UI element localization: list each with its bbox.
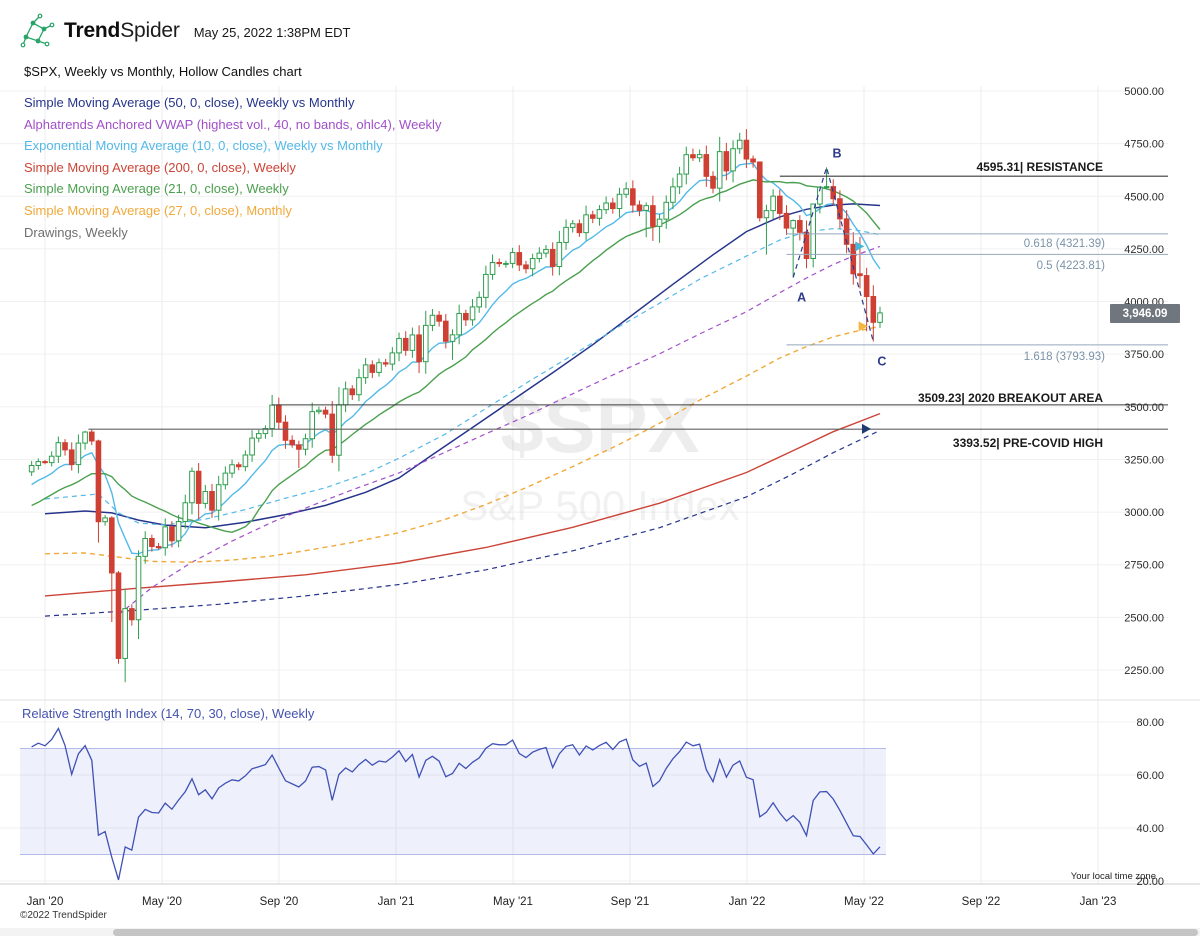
overlay-sma200-weekly xyxy=(44,412,881,597)
grid-layer xyxy=(0,86,1200,885)
price-tick: 5000.00 xyxy=(1124,86,1164,98)
abc-wave-line[interactable] xyxy=(792,165,874,342)
chart-timestamp: May 25, 2022 1:38PM EDT xyxy=(193,25,351,40)
precovid-label[interactable]: 3393.52| PRE-COVID HIGH xyxy=(953,436,1103,450)
precovid-value: 3393.52 xyxy=(952,436,997,450)
scrollbar-thumb[interactable] xyxy=(113,928,1198,936)
x-axis-label: Jan '21 xyxy=(378,896,415,908)
wave-letter-C: C xyxy=(877,354,886,368)
price-tick: 4500.00 xyxy=(1124,191,1164,203)
candles-layer xyxy=(28,129,883,683)
"rsi-line xyxy=(31,727,881,881)
legend-item[interactable]: Exponential Moving Average (10, 0, close… xyxy=(24,138,383,154)
projection-arrow-marker[interactable] xyxy=(855,241,865,252)
brand-light: Spider xyxy=(120,19,180,42)
legend-item[interactable]: Simple Moving Average (200, 0, close), W… xyxy=(24,159,296,175)
x-axis-label: Sep '21 xyxy=(611,896,650,908)
resistance-value: 4595.31 xyxy=(976,160,1020,174)
price-tick: 3250.00 xyxy=(1124,454,1164,466)
brand-bold: Trend xyxy=(64,19,121,42)
rsi-tick: 60.00 xyxy=(1136,770,1164,782)
wave-letter-B: B xyxy=(833,146,842,160)
drawings-layer: A B C xyxy=(88,146,1168,434)
x-axis-label: Jan '23 xyxy=(1080,896,1117,908)
overlay-ema10-monthly xyxy=(44,228,881,526)
resistance-label[interactable]: 4595.31| RESISTANCE xyxy=(976,160,1103,174)
x-axis-label: Jan '20 xyxy=(27,896,64,908)
x-axis-label: Jan '22 xyxy=(729,896,766,908)
projection-arrow-marker[interactable] xyxy=(861,423,871,434)
chart-title[interactable]: $SPX, Weekly vs Monthly, Hollow Candles … xyxy=(24,64,302,79)
fib-0618-label[interactable]: 0.618 (4321.39) xyxy=(1023,238,1105,250)
overlay-sma27-monthly xyxy=(44,325,881,563)
overlay-ema10-weekly xyxy=(31,162,881,555)
price-tick: 2250.00 xyxy=(1124,665,1164,677)
rsi-tick: 20.00 xyxy=(1136,876,1164,888)
x-axis-label: May '21 xyxy=(493,896,533,908)
price-tick: 2750.00 xyxy=(1124,560,1164,572)
legend-item[interactable]: Simple Moving Average (27, 0, close), Mo… xyxy=(24,202,292,218)
price-axis[interactable] xyxy=(1108,85,1200,885)
overlay-sma21-weekly xyxy=(31,179,881,534)
resistance-text: | RESISTANCE xyxy=(1019,160,1103,174)
overlay-sma50-monthly xyxy=(44,429,881,617)
brand-wordmark: TrendSpider xyxy=(64,19,180,43)
projection-arrow-marker[interactable] xyxy=(858,321,868,332)
breakout-value: 3509.23 xyxy=(918,391,962,405)
legend-item[interactable]: Alphatrends Anchored VWAP (highest vol.,… xyxy=(24,116,442,132)
watermark-name: S&P 500 Index xyxy=(460,482,739,529)
rsi-tick: 40.00 xyxy=(1136,823,1164,835)
timezone-note: Your local time zone xyxy=(1070,871,1156,882)
axis-ticks: 5000.004750.004500.004250.004000.003750.… xyxy=(27,86,1164,908)
breakout-label[interactable]: 3509.23| 2020 BREAKOUT AREA xyxy=(918,391,1103,405)
trendspider-logo-icon xyxy=(20,13,55,48)
price-tick: 4250.00 xyxy=(1124,244,1164,256)
watermark: $SPX S&P 500 Index xyxy=(460,381,739,529)
fib-1618-label[interactable]: 1.618 (3793.93) xyxy=(1023,351,1105,363)
price-tick: 3000.00 xyxy=(1124,507,1164,519)
price-tick: 2500.00 xyxy=(1124,612,1164,624)
rsi-tick: 80.00 xyxy=(1136,717,1164,729)
price-tick: 3500.00 xyxy=(1124,402,1164,414)
time-axis[interactable] xyxy=(0,885,1200,909)
legend-item[interactable]: Simple Moving Average (50, 0, close), We… xyxy=(24,95,355,110)
legend-item[interactable]: Drawings, Weekly xyxy=(24,224,128,240)
copyright: ©2022 TrendSpider xyxy=(20,910,107,921)
x-axis-label: May '22 xyxy=(844,896,884,908)
breakout-text: | 2020 BREAKOUT AREA xyxy=(961,391,1103,405)
scrollbar-track[interactable] xyxy=(0,928,1200,936)
price-tick: 3750.00 xyxy=(1124,349,1164,361)
price-tick: 4750.00 xyxy=(1124,139,1164,151)
x-axis-label: Sep '22 xyxy=(962,896,1001,908)
app-header: TrendSpider May 25, 2022 1:38PM EDT xyxy=(20,13,351,49)
overlay-vwap-anchored xyxy=(118,245,881,616)
rsi-legend[interactable]: Relative Strength Index (14, 70, 30, clo… xyxy=(22,706,315,721)
precovid-text: | PRE-COVID HIGH xyxy=(996,436,1103,450)
watermark-symbol: $SPX xyxy=(500,381,699,469)
indicator-legend: Simple Moving Average (50, 0, close), We… xyxy=(24,92,441,243)
x-axis-label: Sep '20 xyxy=(260,896,299,908)
wave-letter-A: A xyxy=(797,290,806,304)
rsi-layer xyxy=(20,727,886,881)
x-axis-label: May '20 xyxy=(142,896,182,908)
last-price-tag: 3,946.09 xyxy=(1110,304,1180,323)
fib-05-label[interactable]: 0.5 (4223.81) xyxy=(1036,260,1105,272)
legend-item[interactable]: Simple Moving Average (21, 0, close), We… xyxy=(24,181,289,197)
